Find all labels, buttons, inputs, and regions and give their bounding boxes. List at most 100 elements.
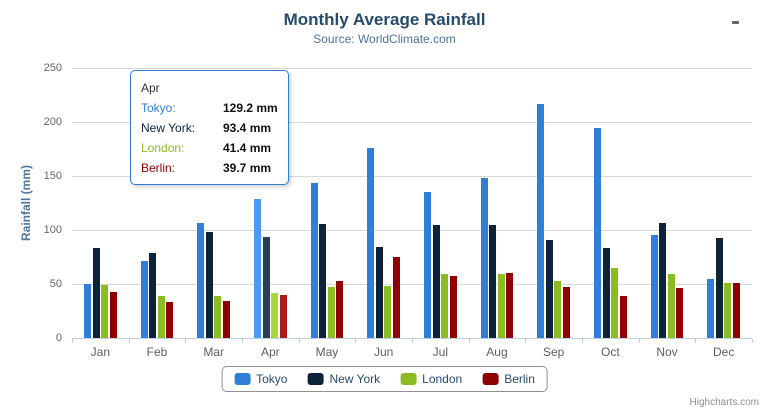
x-axis-tick [468, 339, 470, 343]
y-axis-label: 100 [43, 224, 62, 236]
bar-london-nov[interactable] [667, 274, 675, 338]
x-axis-label: Feb [146, 345, 168, 359]
bar-tokyo-aug[interactable] [480, 177, 488, 338]
grid-line [72, 68, 752, 69]
x-axis-label: Jan [90, 345, 110, 359]
bar-tokyo-mar[interactable] [197, 223, 205, 338]
legend-item-label: London [422, 372, 463, 386]
x-axis-label: Sep [542, 345, 565, 359]
bar-new-york-jan[interactable] [92, 247, 100, 338]
bar-berlin-mar[interactable] [222, 300, 230, 338]
grid-line [72, 284, 752, 285]
bar-new-york-nov[interactable] [659, 222, 667, 338]
bar-new-york-dec[interactable] [715, 238, 723, 338]
legend-swatch-icon [482, 373, 499, 385]
y-axis-label: 150 [43, 170, 62, 182]
bar-new-york-jul[interactable] [432, 224, 440, 338]
y-axis-label: 0 [55, 332, 62, 344]
x-axis-tick [185, 339, 187, 343]
bar-tokyo-oct[interactable] [594, 128, 602, 338]
legend-item-london[interactable]: London [400, 372, 462, 386]
y-axis-label: 250 [43, 62, 62, 74]
bar-london-sep[interactable] [554, 281, 562, 338]
bar-london-jul[interactable] [441, 274, 449, 338]
x-axis-tick [412, 339, 413, 343]
y-axis-title: Rainfall (mm) [19, 165, 33, 242]
x-axis-label: Oct [600, 345, 620, 359]
x-axis-tick [72, 339, 73, 343]
y-axis-label: 200 [43, 116, 62, 128]
x-axis-label: Nov [656, 345, 678, 359]
bar-tokyo-feb[interactable] [140, 260, 148, 338]
chart-subtitle: Source: WorldClimate.com [313, 32, 456, 46]
legend-item-label: Tokyo [256, 372, 288, 386]
bar-tokyo-sep[interactable] [537, 104, 545, 338]
x-axis-tick [128, 339, 130, 343]
grid-line [72, 230, 752, 231]
bar-berlin-jun[interactable] [392, 256, 400, 338]
legend-item-berlin[interactable]: Berlin [482, 372, 535, 386]
bar-berlin-sep[interactable] [562, 286, 570, 338]
legend-item-tokyo[interactable]: Tokyo [234, 372, 287, 386]
bar-london-mar[interactable] [214, 295, 222, 338]
bar-london-aug[interactable] [497, 273, 505, 338]
legend-swatch-icon [400, 373, 417, 385]
bar-berlin-aug[interactable] [506, 272, 514, 338]
bar-new-york-jun[interactable] [375, 246, 383, 338]
bar-new-york-may[interactable] [319, 223, 327, 338]
chart-title: Monthly Average Rainfall [283, 10, 486, 29]
x-axis-label: Jul [432, 345, 448, 359]
bar-london-feb[interactable] [157, 296, 165, 338]
bar-berlin-feb[interactable] [166, 302, 174, 338]
bar-new-york-oct[interactable] [602, 247, 610, 338]
x-axis-label: Aug [486, 345, 508, 359]
bar-london-dec[interactable] [724, 282, 732, 338]
bar-new-york-aug[interactable] [489, 225, 497, 338]
credits-link[interactable]: Highcharts.com [689, 397, 759, 408]
y-axis-label: 50 [49, 278, 62, 290]
bar-berlin-apr[interactable] [279, 295, 287, 338]
x-axis-label: May [315, 345, 339, 359]
bar-london-may[interactable] [327, 287, 335, 338]
bar-london-jan[interactable] [101, 285, 109, 338]
bar-london-apr[interactable] [271, 293, 279, 338]
bar-tokyo-jul[interactable] [424, 191, 432, 338]
x-axis-label: Dec [712, 345, 735, 359]
legend-item-label: Berlin [504, 372, 535, 386]
x-axis-tick [242, 339, 243, 343]
x-axis-label: Apr [260, 345, 280, 359]
x-axis-tick [355, 339, 357, 343]
bar-berlin-jan[interactable] [109, 292, 117, 338]
bar-tokyo-may[interactable] [310, 182, 318, 338]
x-axis-tick [638, 339, 640, 343]
grid-line [72, 122, 752, 123]
bar-new-york-mar[interactable] [205, 231, 213, 338]
legend-swatch-icon [307, 373, 324, 385]
bar-tokyo-dec[interactable] [707, 279, 715, 338]
bar-berlin-nov[interactable] [676, 287, 684, 338]
bar-tokyo-apr[interactable] [254, 198, 262, 338]
bar-tokyo-jun[interactable] [367, 147, 375, 338]
plot-area [72, 68, 752, 339]
bar-new-york-apr[interactable] [262, 237, 270, 338]
bar-new-york-sep[interactable] [545, 239, 553, 338]
x-axis-label: Mar [203, 345, 224, 359]
bar-berlin-oct[interactable] [619, 295, 627, 338]
bar-tokyo-jan[interactable] [84, 284, 92, 338]
bar-berlin-may[interactable] [336, 281, 344, 338]
legend-item-label: New York [329, 372, 381, 386]
bar-new-york-feb[interactable] [149, 252, 157, 338]
x-axis-label: Jun [373, 345, 394, 359]
legend-item-new-york[interactable]: New York [307, 372, 380, 386]
bar-london-jun[interactable] [384, 285, 392, 338]
hamburger-bar [732, 21, 739, 24]
x-axis-tick [525, 339, 527, 343]
x-axis-tick [298, 339, 300, 343]
legend-swatch-icon [234, 373, 251, 385]
bar-berlin-jul[interactable] [449, 276, 457, 338]
legend: Tokyo New York London Berlin [221, 366, 548, 392]
bar-tokyo-nov[interactable] [650, 234, 658, 338]
x-axis-tick [582, 339, 583, 343]
bar-london-oct[interactable] [611, 267, 619, 338]
bar-berlin-dec[interactable] [732, 282, 740, 338]
